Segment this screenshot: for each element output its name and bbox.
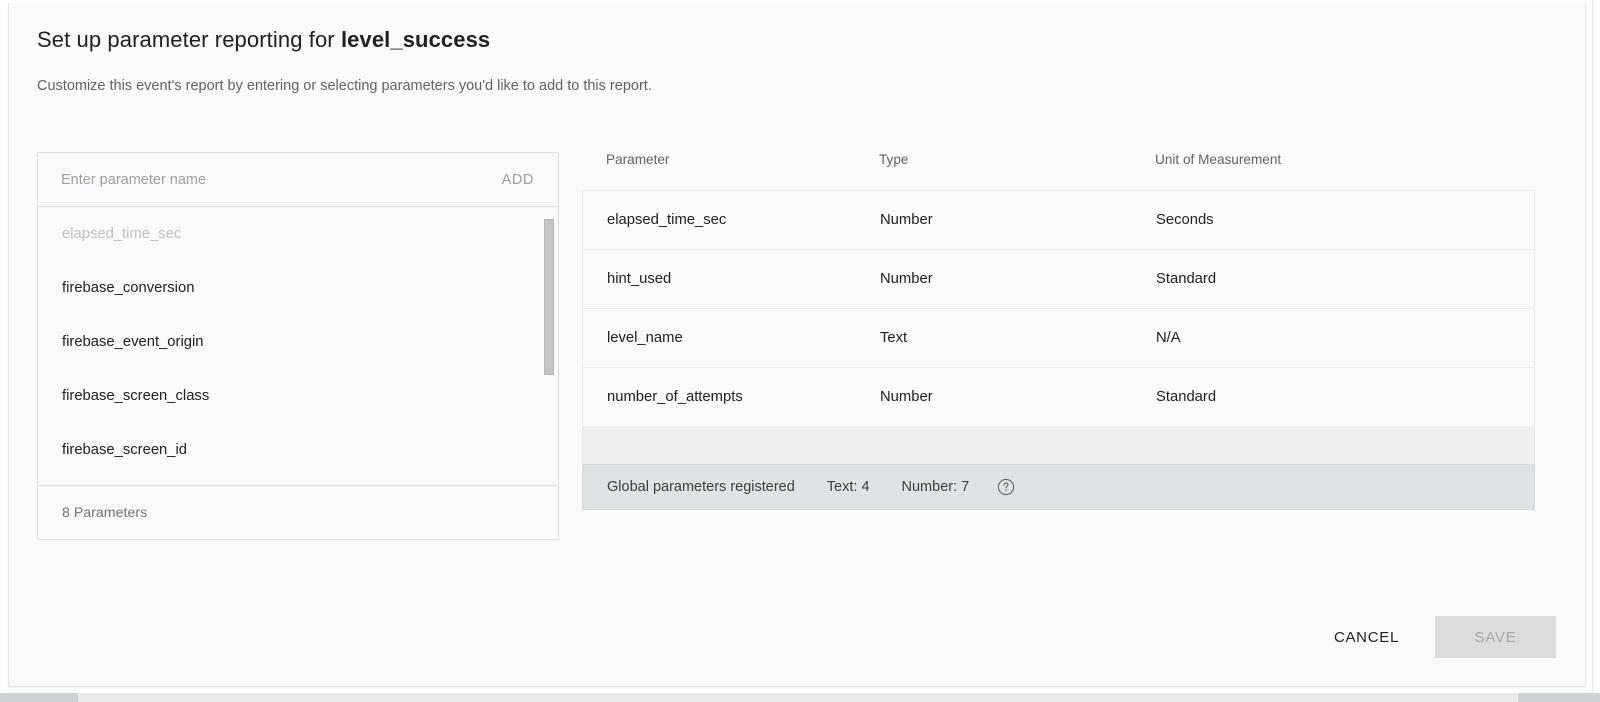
global-parameters-text-count: Text: 4	[826, 479, 870, 495]
page-title: Set up parameter reporting for level_suc…	[37, 25, 490, 55]
list-item[interactable]: elapsed_time_sec	[62, 226, 182, 242]
parameter-suggestion-list: elapsed_time_sec firebase_conversion fir…	[38, 207, 558, 477]
page-title-event-name: level_success	[340, 27, 491, 52]
parameter-list-scrollbar-thumb[interactable]	[544, 219, 554, 375]
column-header-type: Type	[879, 152, 909, 167]
parameter-list-scrollbar[interactable]	[544, 207, 554, 485]
cell-type: Text	[880, 330, 908, 346]
table-spacer-row	[582, 426, 1535, 465]
column-header-parameter: Parameter	[606, 152, 670, 167]
parameter-suggestion-list-container: elapsed_time_sec firebase_conversion fir…	[37, 206, 559, 486]
list-item[interactable]: firebase_screen_id	[62, 442, 188, 458]
parameter-picker-panel: ADD elapsed_time_sec firebase_conversion…	[37, 152, 559, 540]
list-item[interactable]: firebase_screen_class	[62, 388, 210, 404]
parameter-reporting-dialog: Set up parameter reporting for level_suc…	[8, 3, 1586, 687]
cell-unit: N/A	[1156, 330, 1181, 346]
global-parameters-footer: Global parameters registered Text: 4 Num…	[582, 464, 1535, 510]
selected-parameters-table: Parameter Type Unit of Measurement elaps…	[582, 152, 1535, 510]
table-row[interactable]: elapsed_time_sec Number Seconds	[582, 190, 1535, 250]
cell-parameter: hint_used	[607, 271, 672, 287]
dialog-action-bar: CANCEL SAVE	[1320, 616, 1556, 658]
dialog-subtitle: Customize this event's report by enterin…	[37, 78, 652, 94]
cell-type: Number	[880, 212, 933, 228]
table-row[interactable]: number_of_attempts Number Standard	[582, 367, 1535, 427]
cell-parameter: number_of_attempts	[607, 389, 743, 405]
page-vertical-scrollbar-thumb[interactable]	[1593, 0, 1600, 660]
page-vertical-scrollbar[interactable]	[1592, 0, 1600, 702]
cell-type: Number	[880, 271, 933, 287]
table-header-row: Parameter Type Unit of Measurement	[582, 152, 1535, 190]
parameter-count-footer: 8 Parameters	[37, 485, 559, 540]
add-parameter-button[interactable]: ADD	[494, 166, 542, 194]
cell-type: Number	[880, 389, 933, 405]
cancel-button[interactable]: CANCEL	[1320, 619, 1413, 656]
global-parameters-label: Global parameters registered	[607, 479, 795, 495]
table-row[interactable]: level_name Text N/A	[582, 308, 1535, 368]
page-horizontal-scrollbar[interactable]	[0, 693, 1600, 702]
column-header-unit: Unit of Measurement	[1155, 152, 1282, 167]
cell-unit: Standard	[1156, 389, 1217, 405]
page-title-prefix: Set up parameter reporting for	[37, 27, 341, 52]
cell-parameter: elapsed_time_sec	[607, 212, 727, 228]
table-row[interactable]: hint_used Number Standard	[582, 249, 1535, 309]
list-item[interactable]: firebase_conversion	[62, 280, 195, 296]
parameter-input-row: ADD	[37, 152, 559, 207]
cell-parameter: level_name	[607, 330, 683, 346]
global-parameters-number-count: Number: 7	[901, 479, 970, 495]
help-circle-icon[interactable]	[997, 478, 1015, 496]
page-horizontal-scrollbar-thumb[interactable]	[78, 693, 1518, 702]
parameter-name-input[interactable]	[61, 153, 494, 206]
list-item[interactable]: firebase_event_origin	[62, 334, 204, 350]
parameter-count-label: 8 Parameters	[62, 504, 148, 521]
cell-unit: Standard	[1156, 271, 1217, 287]
cell-unit: Seconds	[1156, 212, 1214, 228]
save-button[interactable]: SAVE	[1435, 616, 1556, 658]
